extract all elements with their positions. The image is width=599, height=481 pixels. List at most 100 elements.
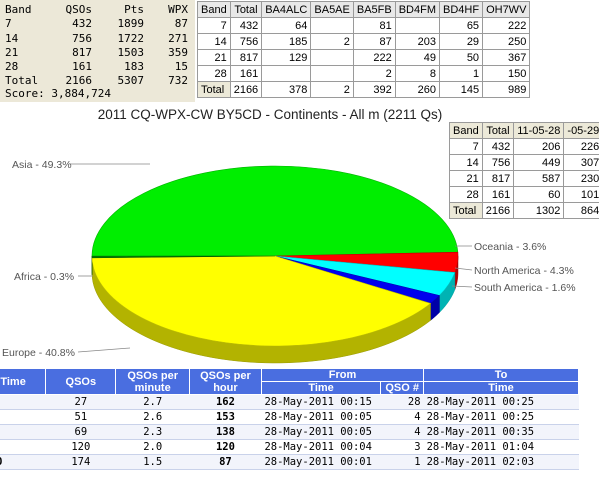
summary-row: 14 756 1722 271 (5, 32, 188, 46)
table-cell: 1 (380, 454, 424, 470)
table-cell: 432 (481, 138, 515, 155)
table-cell: 65 (438, 17, 484, 34)
operator-band-table: Band Total BA4ALC BA5AE BA5FB BD4FM BD4HF OH7WV… (197, 1, 531, 98)
summary-cell: 756 (72, 31, 92, 45)
table-cell: 817 (229, 49, 263, 66)
row-label: Total (197, 81, 231, 98)
pie-slice (91, 165, 459, 257)
table-cell: 27 (45, 394, 116, 410)
table-cell: 222 (482, 17, 531, 34)
row-label: 21 (449, 170, 483, 187)
table-cell: 120 (0, 454, 46, 470)
column-header: Band (197, 1, 231, 18)
summary-header: Pts (124, 3, 144, 16)
table-cell (310, 65, 354, 82)
column-header: 11-05-28 (513, 122, 565, 139)
table-cell: 81 (352, 17, 396, 34)
row-label: 28 (197, 65, 231, 82)
table-row: 14 756 185 2 87 203 29 250 (197, 33, 531, 50)
summary-cell: 1899 (117, 17, 145, 31)
table-cell: 28-May-2011 00:25 (423, 394, 579, 410)
row-label: 21 (197, 49, 231, 66)
column-header: BA5AE (310, 1, 354, 18)
table-cell: 226 (563, 138, 599, 155)
table-cell: 392 (352, 81, 396, 98)
table-cell: 260 (394, 81, 441, 98)
table-cell: 50 (438, 49, 484, 66)
table-row: Total 2166 378 2 392 260 145 989 (197, 81, 531, 98)
summary-cell: 28 (5, 60, 19, 74)
summary-header-row: Band QSOs Pts WPX (5, 3, 188, 17)
table-row: 28 161 2 8 1 150 (197, 65, 531, 82)
table-cell: 120 (189, 439, 262, 455)
table-cell: 230 (563, 170, 599, 187)
summary-cell: 5307 (117, 74, 145, 88)
summary-cell: 7 (5, 17, 12, 31)
table-header-row: Band Total 11-05-28 -05-29 (449, 122, 599, 139)
table-cell: 989 (482, 81, 531, 98)
column-header: Total (481, 122, 515, 139)
table-cell: 432 (229, 17, 263, 34)
summary-header: QSOs (65, 3, 93, 16)
table-row: 21 817 587 230 (449, 170, 599, 187)
table-cell: 161 (229, 65, 263, 82)
summary-cell: 14 (5, 31, 19, 45)
pie-slice (91, 255, 276, 259)
table-row: 7 432 206 226 (449, 138, 599, 155)
table-cell: 49 (394, 49, 441, 66)
table-cell: 138 (189, 424, 262, 440)
summary-header: WPX (168, 3, 188, 16)
table-cell: 28-May-2011 00:35 (423, 424, 579, 440)
slice-label: Europe - 40.8% (2, 347, 75, 359)
table-cell: 174 (45, 454, 116, 470)
rate-header-qsos: QSOs (45, 368, 117, 395)
table-cell: 3 (380, 439, 424, 455)
row-label: Total (449, 202, 483, 219)
table-cell: 161 (481, 186, 515, 203)
table-cell: 817 (481, 170, 515, 187)
summary-cell: 1503 (117, 45, 145, 59)
summary-cell: 432 (72, 17, 92, 31)
slice-label: North America - 4.3% (474, 265, 574, 277)
column-header: Total (229, 1, 263, 18)
table-cell: 69 (45, 424, 116, 440)
summary-row: 21 817 1503 359 (5, 46, 188, 60)
table-cell: 307 (563, 154, 599, 171)
row-label: 14 (197, 33, 231, 50)
column-header: BA4ALC (261, 1, 312, 18)
rate-subheader-row: Time QSO # Time (0, 381, 579, 395)
table-cell: 20 (0, 409, 46, 425)
table-header-row: Band Total BA4ALC BA5AE BA5FB BD4FM BD4HF OH7WV (197, 1, 531, 18)
summary-cell: 271 (168, 31, 188, 45)
table-cell: 2.7 (115, 394, 190, 410)
table-cell: 378 (261, 81, 312, 98)
slice-label-leader (451, 285, 473, 288)
rate-header-from-qso: QSO # (380, 381, 425, 395)
pie-slice (91, 255, 432, 347)
summary-cell: 15 (174, 60, 188, 74)
table-cell: 2.3 (115, 424, 190, 440)
table-cell: 60 (0, 439, 46, 455)
table-cell: 28-May-2011 00:04 (261, 439, 381, 455)
date-band-table: Band Total 11-05-28 -05-29 7 432 206 226 14 756 4… (449, 122, 599, 219)
summary-row: 7 432 1899 87 (5, 17, 188, 31)
pie-top (91, 165, 459, 347)
table-cell: 367 (482, 49, 531, 66)
table-cell: 206 (513, 138, 565, 155)
table-cell: 2.0 (115, 439, 190, 455)
rate-header-from-time: Time (260, 381, 382, 395)
table-cell: 2 (352, 65, 396, 82)
table-cell: 10 (0, 394, 46, 410)
table-cell: 2166 (229, 81, 263, 98)
table-cell: 1302 (513, 202, 565, 219)
summary-row: 28 161 183 15 (5, 60, 188, 74)
table-row: 21 817 129 222 49 50 367 (197, 49, 531, 66)
table-cell: 129 (261, 49, 312, 66)
rate-header-row: Time QSOs QSOs per minute QSOs per hour … (0, 368, 579, 395)
table-cell: 4 (380, 409, 424, 425)
table-cell: 587 (513, 170, 565, 187)
slice-label-leader (77, 347, 131, 353)
